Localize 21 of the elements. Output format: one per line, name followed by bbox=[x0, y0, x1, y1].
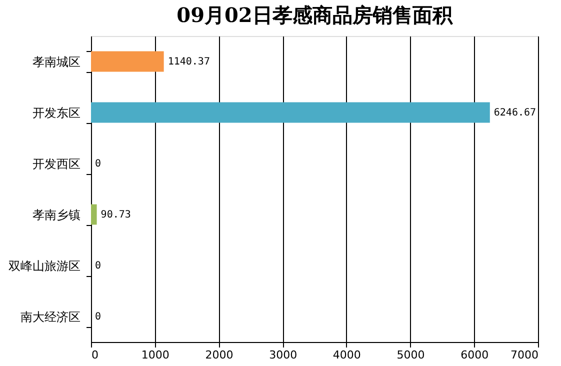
x-tick-label: 6000 bbox=[460, 348, 489, 362]
x-tick-label: 4000 bbox=[332, 348, 361, 362]
x-tick-label: 2000 bbox=[205, 348, 234, 362]
data-label: 0 bbox=[95, 312, 102, 322]
y-tick-label: 开发西区 bbox=[32, 157, 80, 171]
x-tick-label: 1000 bbox=[141, 348, 170, 362]
y-tick-label: 双峰山旅游区 bbox=[8, 259, 80, 273]
x-tick-label: 7000 bbox=[510, 348, 538, 362]
x-tick-label: 3000 bbox=[269, 348, 298, 362]
y-tick-label: 开发东区 bbox=[32, 106, 80, 120]
data-label: 6246.67 bbox=[494, 108, 536, 118]
data-label: 90.73 bbox=[100, 210, 131, 220]
chart-title: 09月02日孝感商品房销售面积 bbox=[176, 3, 454, 27]
y-tick-label: 南大经济区 bbox=[20, 310, 80, 324]
data-label: 1140.37 bbox=[168, 56, 210, 68]
data-label: 0 bbox=[95, 158, 102, 170]
y-tick-label: 孝南城区 bbox=[32, 55, 80, 69]
data-label: 0 bbox=[95, 260, 102, 272]
y-tick-label: 孝南乡镇 bbox=[32, 208, 80, 222]
x-tick-label: 5000 bbox=[396, 348, 425, 362]
x-tick-label: 0 bbox=[92, 348, 98, 362]
